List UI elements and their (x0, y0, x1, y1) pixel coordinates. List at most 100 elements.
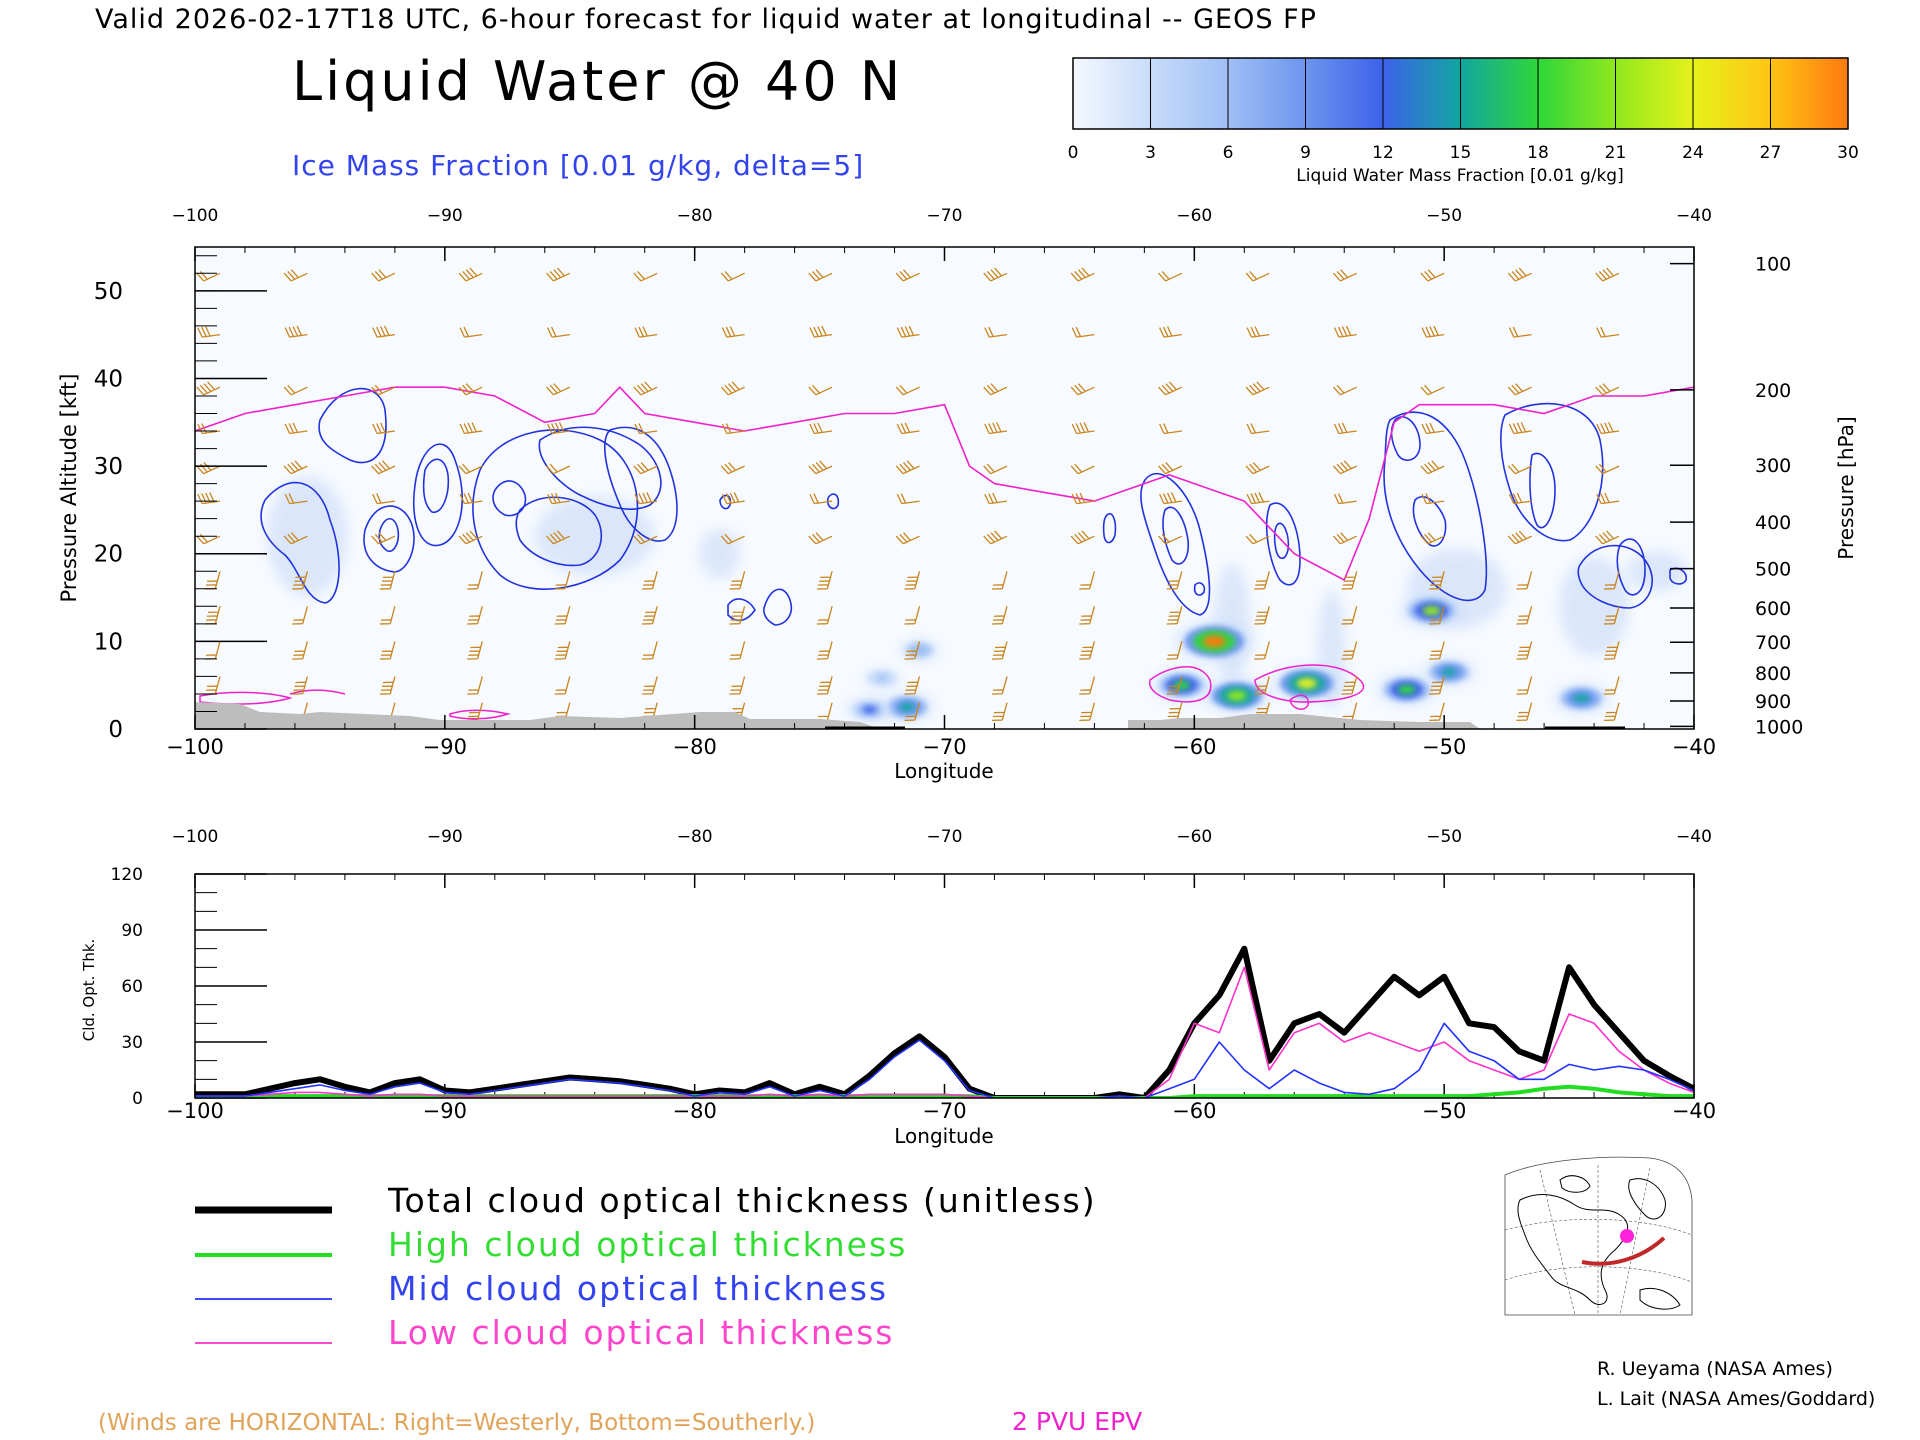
wind-barb-shaft (292, 571, 309, 590)
wind-barb-shaft (642, 606, 658, 625)
legend-mid: Mid cloud optical thickness (388, 1269, 888, 1308)
wind-barb-shaft (1079, 676, 1096, 695)
wind-barb-shaft (1596, 492, 1620, 505)
wind-barb (379, 571, 396, 590)
colorbar-tick-label: 27 (1760, 143, 1782, 163)
optical-thickness-axes: −100 −100 −90 −90 −80 −80 −70 −70 −60 −60 −50 −50 −4… (111, 827, 1717, 1123)
wind-barb-shaft (1158, 381, 1183, 396)
liquid-water-blob (1203, 635, 1226, 648)
map-section-arc (1581, 1236, 1666, 1266)
wind-barb (371, 384, 396, 396)
y-tick-label: 0 (108, 717, 123, 743)
wind-barb (1595, 463, 1620, 475)
low-contour (449, 709, 511, 720)
wind-barb (1166, 676, 1183, 695)
wind-barb-shaft (729, 676, 746, 695)
bottom-y-axis-label: Cld. Opt. Thk. (80, 939, 98, 1042)
x-tick-label: −60 (1172, 735, 1216, 759)
ice-contour (1102, 513, 1117, 544)
wind-barb-shaft (371, 460, 396, 475)
wind-barb-shaft (196, 462, 221, 475)
wind-barb-shaft (546, 267, 571, 282)
ice-contour (515, 496, 603, 567)
wind-barb (1421, 325, 1445, 338)
wind-barb (720, 533, 745, 545)
wind-barb (633, 533, 658, 545)
wind-barb-shaft (1158, 270, 1183, 282)
y-tick-label: 10 (94, 629, 123, 655)
colorbar-label: Liquid Water Mass Fraction [0.01 g/kg] (1296, 166, 1623, 186)
wind-barb (633, 270, 658, 282)
wind-barb (1429, 702, 1445, 722)
wind-barb (1159, 492, 1182, 505)
wind-barb-shaft (1429, 702, 1445, 722)
wind-barb-shaft (283, 384, 308, 396)
wind-barb-shaft (554, 606, 571, 625)
wind-barb (983, 530, 1008, 545)
wind-barb (458, 267, 483, 282)
wind-barb (372, 325, 395, 338)
wind-barb-shaft (371, 532, 396, 545)
bottom-y-tick-label: 60 (121, 977, 143, 997)
bottom-x-tick-label: −70 (922, 1099, 966, 1123)
wind-barb-shaft (1420, 269, 1445, 282)
wind-barb-shaft (1516, 702, 1533, 722)
wind-barb (467, 641, 483, 660)
x-tick-label: −40 (1672, 735, 1716, 759)
wind-barb-shaft (1333, 325, 1357, 338)
wind-barb (1595, 267, 1620, 282)
epv-2pvu-line (195, 386, 1694, 582)
y-tick-label: 20 (94, 542, 123, 568)
wind-barb-shaft (467, 676, 483, 695)
wind-barb (292, 571, 309, 590)
wind-barb-shaft (1341, 606, 1358, 625)
ice-contour (1140, 473, 1211, 616)
wind-barb-shaft (720, 381, 745, 396)
ice-contour (472, 429, 639, 590)
wind-barb-shaft (1516, 641, 1533, 660)
wind-barb-shaft (896, 422, 920, 435)
wind-barb (546, 383, 571, 396)
wind-barb (196, 270, 221, 282)
x-tick-label: −70 (922, 735, 966, 759)
bottom-x-axis-label: Longitude (894, 1124, 993, 1148)
ice-contour (1162, 506, 1190, 565)
ice-contour (1529, 452, 1556, 529)
wind-barb-shaft (1254, 676, 1270, 695)
wind-barb-shaft (1508, 326, 1532, 338)
wind-barb (1079, 676, 1096, 695)
wind-barb (1254, 676, 1270, 695)
wind-barb (1516, 641, 1533, 660)
ice-contour (719, 494, 732, 510)
series-line-low (195, 966, 1694, 1098)
x-tick-label-top: −80 (677, 206, 713, 226)
liquid-water-blob (1573, 694, 1590, 703)
map-coastline (1517, 1194, 1629, 1305)
wind-barb-shaft (1429, 606, 1445, 625)
wind-barb (1079, 571, 1096, 590)
wind-barb-shaft (459, 326, 483, 338)
x-tick-label-top: −90 (427, 206, 463, 226)
wind-barb-shaft (904, 676, 921, 695)
valid-line: Valid 2026-02-17T18 UTC, 6-hour forecast… (95, 4, 1317, 35)
wind-barb (1333, 422, 1357, 435)
wind-barb (1420, 460, 1445, 475)
wind-barb (1246, 326, 1270, 338)
wind-barb (984, 492, 1008, 505)
wind-barb (458, 383, 483, 396)
bottom-x-tick-label-top: −70 (927, 827, 963, 847)
wind-barb (554, 571, 571, 590)
wind-barb-shaft (1333, 493, 1357, 505)
colorbar-tick-label: 0 (1068, 143, 1079, 163)
wind-barb (634, 423, 658, 435)
wind-barb (983, 383, 1008, 396)
wind-barb-shaft (546, 463, 571, 475)
bottom-x-tick-label-top: −90 (427, 827, 463, 847)
ice-contour (826, 493, 840, 510)
wind-barb-shaft (816, 641, 833, 660)
wind-barb (1595, 383, 1620, 396)
y-tick-label: 50 (94, 279, 123, 305)
wind-barb-shaft (808, 460, 833, 475)
wind-barb-shaft (983, 383, 1008, 396)
wind-barb (546, 267, 571, 282)
